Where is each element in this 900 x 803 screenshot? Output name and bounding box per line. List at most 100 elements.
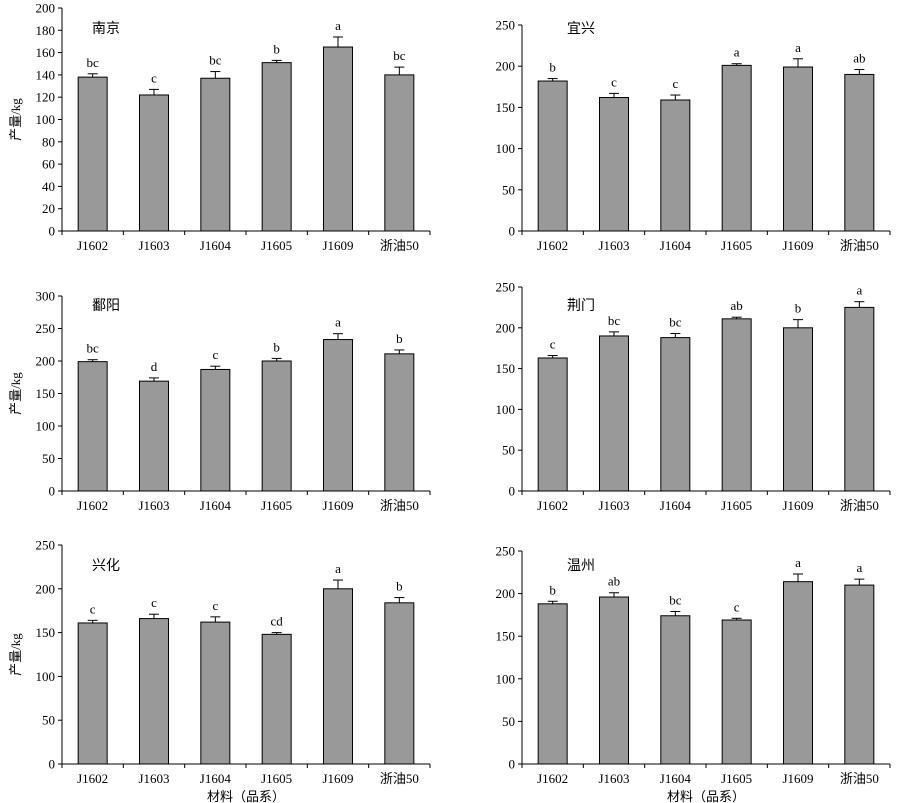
category-label: J1609 xyxy=(322,498,353,513)
category-label: J1604 xyxy=(200,771,232,786)
y-tick-label: 300 xyxy=(36,289,56,304)
significance-letter: bc xyxy=(669,592,682,607)
bar xyxy=(660,615,691,765)
significance-letter: b xyxy=(795,301,802,316)
bar xyxy=(721,64,752,232)
significance-letter: ab xyxy=(608,574,620,589)
bar xyxy=(200,77,231,232)
category-label: J1605 xyxy=(261,771,292,786)
y-axis-title: 产量/kg xyxy=(8,98,23,141)
bar xyxy=(139,380,169,492)
significance-letter: a xyxy=(734,45,740,60)
category-label: J1609 xyxy=(322,771,353,786)
bar xyxy=(384,74,415,232)
category-label: J1609 xyxy=(782,498,813,513)
significance-letter: bc xyxy=(87,341,100,356)
y-tick-label: 150 xyxy=(36,386,56,401)
y-tick-label: 250 xyxy=(496,18,516,33)
bar xyxy=(844,584,875,765)
category-label: J1605 xyxy=(721,498,752,513)
category-label: J1603 xyxy=(138,771,169,786)
y-tick-label: 20 xyxy=(42,201,55,216)
y-tick-label: 60 xyxy=(42,157,55,172)
bar xyxy=(200,621,231,765)
bar xyxy=(384,602,415,765)
y-tick-label: 120 xyxy=(36,90,56,105)
y-tick-label: 250 xyxy=(496,544,516,559)
significance-letter: a xyxy=(335,561,341,576)
category-label: J1605 xyxy=(721,771,752,786)
panel-title: 宜兴 xyxy=(567,21,595,37)
y-tick-label: 180 xyxy=(36,23,56,38)
bar xyxy=(721,318,752,492)
y-tick-label: 50 xyxy=(502,714,515,729)
significance-letter: a xyxy=(335,315,341,330)
significance-letter: a xyxy=(856,283,862,298)
bar xyxy=(323,46,353,232)
y-tick-label: 200 xyxy=(496,320,516,335)
significance-letter: bc xyxy=(608,313,621,328)
y-tick-label: 250 xyxy=(496,280,516,295)
y-tick-label: 100 xyxy=(496,402,516,417)
category-label: J1603 xyxy=(598,238,629,253)
bar xyxy=(783,66,813,232)
y-tick-label: 200 xyxy=(36,354,56,369)
bar xyxy=(261,62,292,232)
category-label: J1602 xyxy=(77,238,108,253)
y-tick-label: 150 xyxy=(36,625,56,640)
bar xyxy=(323,588,353,765)
y-tick-label: 250 xyxy=(36,321,56,336)
significance-letter: b xyxy=(273,41,280,56)
panel-title: 南京 xyxy=(92,21,120,37)
significance-letter: b xyxy=(396,579,403,594)
category-label: J1604 xyxy=(660,498,692,513)
y-tick-label: 150 xyxy=(496,100,516,115)
bar xyxy=(261,633,292,765)
y-tick-label: 100 xyxy=(496,671,516,686)
category-label: J1602 xyxy=(537,238,568,253)
significance-letter: c xyxy=(90,601,96,616)
significance-letter: b xyxy=(549,582,556,597)
significance-letter: bc xyxy=(669,315,682,330)
y-tick-label: 100 xyxy=(36,419,56,434)
y-tick-label: 50 xyxy=(502,443,515,458)
y-tick-label: 100 xyxy=(36,112,56,127)
y-tick-label: 200 xyxy=(496,586,516,601)
y-tick-label: 50 xyxy=(42,451,55,466)
category-label: J1609 xyxy=(782,238,813,253)
y-tick-label: 80 xyxy=(42,134,55,149)
significance-letter: cd xyxy=(271,614,284,629)
category-label: 浙油50 xyxy=(840,498,879,513)
significance-letter: b xyxy=(273,339,280,354)
bar xyxy=(77,361,108,492)
category-label: J1602 xyxy=(77,498,108,513)
y-tick-label: 100 xyxy=(36,669,56,684)
y-tick-label: 150 xyxy=(496,361,516,376)
category-label: J1605 xyxy=(261,498,292,513)
y-tick-label: 0 xyxy=(509,224,516,239)
panel-title: 兴化 xyxy=(92,558,120,574)
y-tick-label: 140 xyxy=(36,67,56,82)
x-axis-title: 材料（品系） xyxy=(667,789,745,803)
y-tick-label: 150 xyxy=(496,629,516,644)
significance-letter: a xyxy=(856,560,862,575)
category-label: 浙油50 xyxy=(380,771,419,786)
y-tick-label: 0 xyxy=(49,484,56,499)
y-tick-label: 200 xyxy=(36,1,56,16)
y-tick-label: 0 xyxy=(509,757,516,772)
panel-title: 温州 xyxy=(567,558,595,574)
y-axis-title: 产量/kg xyxy=(8,633,23,676)
bar xyxy=(323,339,353,492)
significance-letter: b xyxy=(396,331,403,346)
bar xyxy=(599,335,629,492)
category-label: J1602 xyxy=(77,771,108,786)
category-label: J1603 xyxy=(598,771,629,786)
category-label: J1602 xyxy=(537,498,568,513)
y-tick-label: 40 xyxy=(42,179,55,194)
y-tick-label: 160 xyxy=(36,45,56,60)
significance-letter: b xyxy=(549,60,556,75)
significance-letter: ab xyxy=(731,298,743,313)
significance-letter: c xyxy=(151,595,157,610)
category-label: J1605 xyxy=(261,238,292,253)
